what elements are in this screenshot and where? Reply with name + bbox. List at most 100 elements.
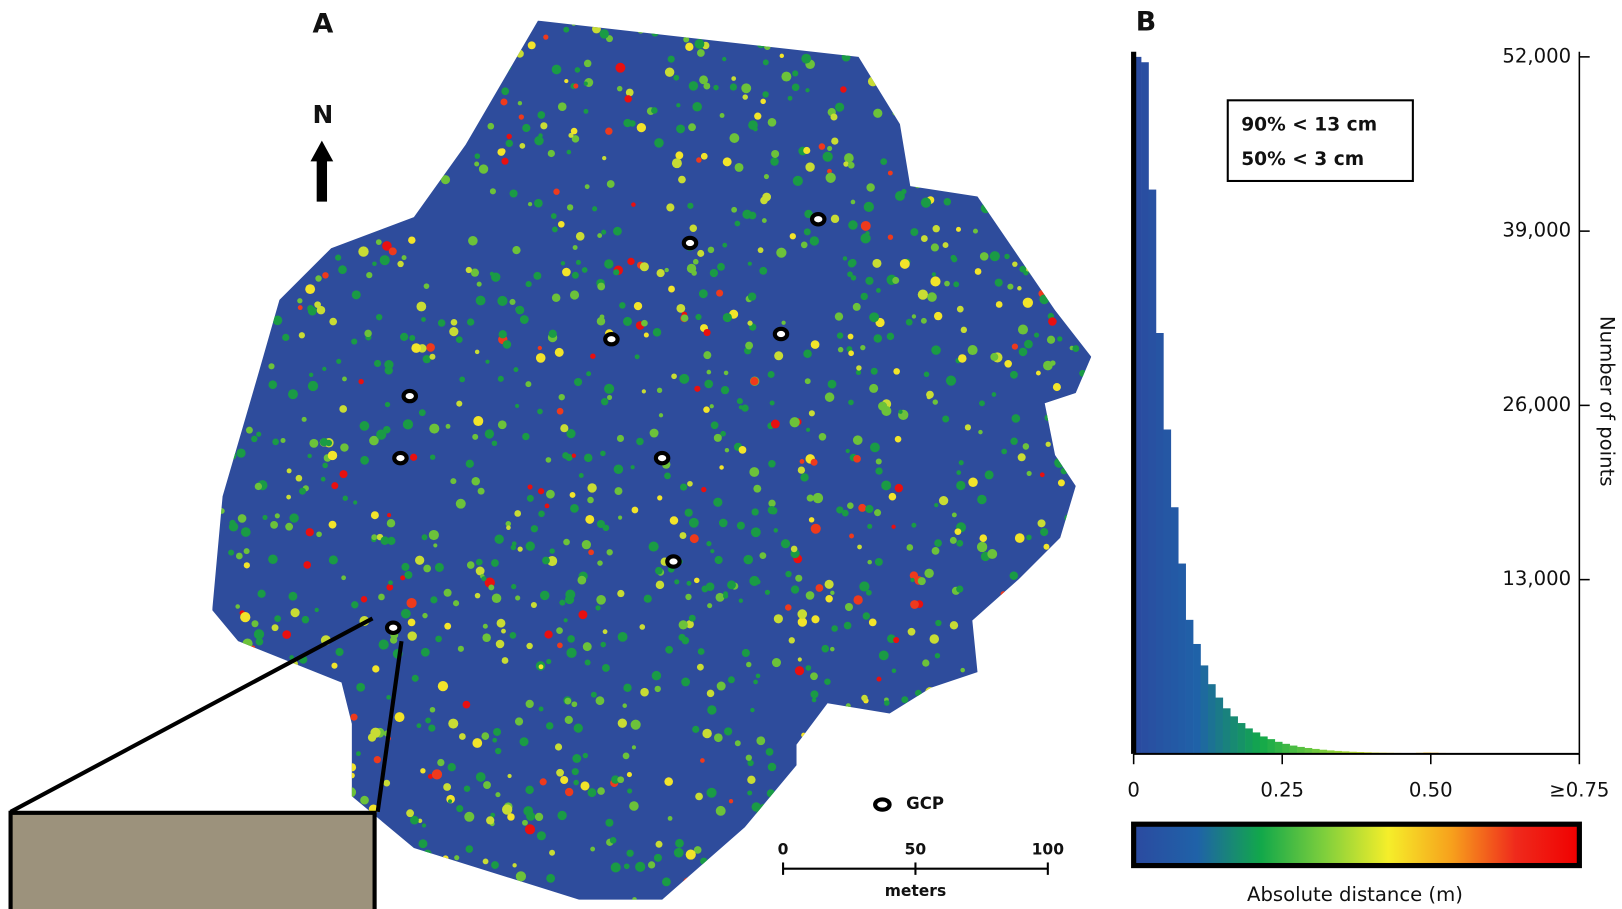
map-speckle (585, 184, 590, 189)
map-speckle (876, 288, 881, 293)
map-speckle (386, 695, 391, 700)
map-speckle (288, 592, 297, 601)
map-speckle (536, 353, 546, 363)
map-speckle (858, 869, 862, 873)
map-speckle (946, 375, 956, 385)
map-speckle (495, 792, 500, 797)
map-speckle (837, 332, 843, 338)
map-speckle (463, 701, 471, 709)
map-speckle (437, 759, 444, 766)
map-speckle (343, 496, 348, 501)
map-speckle (483, 624, 488, 629)
map-speckle (973, 820, 981, 828)
map-speckle (467, 561, 475, 569)
inset-photo (11, 813, 375, 909)
map-speckle (449, 890, 455, 896)
map-speckle (638, 27, 644, 33)
map-speckle (443, 855, 449, 861)
map-speckle (810, 236, 819, 245)
map-speckle (686, 581, 691, 586)
map-speckle (971, 181, 980, 190)
map-speckle (570, 492, 576, 498)
map-speckle (925, 687, 935, 697)
map-speckle (843, 256, 847, 260)
bar (1163, 430, 1171, 754)
map-speckle (959, 79, 966, 86)
gcp-marker (605, 334, 617, 344)
gcp-marker (394, 453, 406, 463)
map-speckle (816, 584, 824, 592)
map-speckle (546, 457, 552, 463)
map-speckle (1076, 507, 1082, 513)
map-speckle (924, 569, 933, 578)
map-speckle (825, 595, 832, 602)
legend-label: GCP (906, 794, 944, 813)
map-speckle (854, 900, 864, 909)
map-speckle (983, 110, 992, 119)
map-speckle (790, 417, 800, 427)
map-speckle (1017, 242, 1022, 247)
map-speckle (579, 473, 584, 478)
map-speckle (820, 859, 827, 866)
map-speckle (872, 259, 881, 268)
map-speckle (268, 554, 278, 564)
map-speckle (565, 788, 573, 796)
map-speckle (867, 560, 872, 565)
map-speckle (495, 748, 501, 754)
map-speckle (509, 299, 515, 305)
map-speckle (654, 854, 662, 862)
map-speckle (1013, 722, 1017, 726)
map-speckle (309, 83, 319, 93)
map-speckle (642, 389, 646, 393)
map-speckle (506, 140, 513, 147)
map-speckle (348, 199, 353, 204)
map-speckle (1018, 324, 1028, 334)
map-speckle (501, 158, 508, 165)
map-speckle (928, 45, 938, 55)
map-speckle (539, 707, 544, 712)
map-speckle (481, 576, 486, 581)
map-speckle (631, 465, 635, 469)
map-speckle (204, 257, 211, 264)
map-speckle (1029, 266, 1039, 276)
map-speckle (299, 488, 306, 495)
map-speckle (623, 684, 631, 692)
map-speckle (918, 290, 928, 300)
map-speckle (564, 79, 568, 83)
map-speckle (1019, 348, 1028, 357)
map-speckle (801, 733, 806, 738)
map-speckle (237, 781, 241, 785)
map-speckle (657, 269, 665, 277)
map-speckle (224, 37, 233, 46)
map-speckle (358, 246, 368, 256)
map-speckle (601, 398, 608, 405)
map-speckle (776, 248, 786, 258)
map-speckle (565, 716, 573, 724)
map-speckle (1019, 266, 1026, 273)
map-speckle (466, 845, 474, 853)
map-speckle (305, 284, 315, 294)
map-speckle (930, 634, 939, 643)
map-speckle (760, 197, 768, 205)
map-speckle (939, 496, 948, 505)
map-speckle (293, 248, 302, 257)
map-speckle (1027, 471, 1032, 476)
map-speckle (631, 202, 636, 207)
map-speckle (1061, 467, 1068, 474)
map-speckle (644, 332, 649, 337)
map-speckle (724, 727, 732, 735)
map-speckle (1060, 100, 1069, 109)
map-speckle (567, 204, 573, 210)
map-speckle (781, 539, 790, 548)
map-speckle (340, 443, 348, 451)
map-speckle (848, 400, 854, 406)
map-speckle (498, 420, 507, 429)
map-speckle (607, 549, 613, 555)
map-speckle (1023, 298, 1033, 308)
map-speckle (923, 752, 931, 760)
map-speckle (274, 615, 281, 622)
bar (1215, 698, 1223, 754)
map-speckle (340, 122, 350, 132)
map-speckle (262, 515, 267, 520)
map-speckle (499, 27, 509, 37)
